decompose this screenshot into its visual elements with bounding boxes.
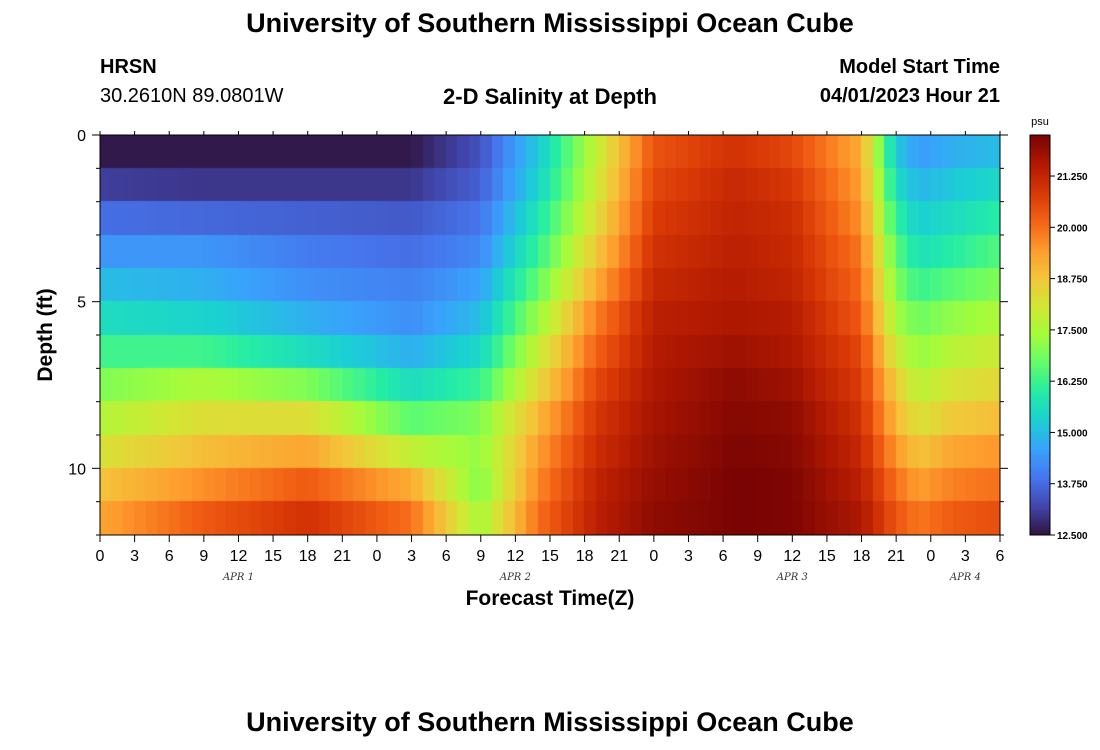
colorbar-tick-label: 13.750 xyxy=(1057,480,1088,491)
x-tick-label: 9 xyxy=(753,548,762,565)
x-tick-label: 6 xyxy=(165,548,174,565)
x-tick-label: 18 xyxy=(853,548,871,565)
model-start-value: 04/01/2023 Hour 21 xyxy=(819,85,1000,107)
x-axis-label: Forecast Time(Z) xyxy=(466,587,635,610)
date-label: APR 2 xyxy=(499,572,531,583)
x-tick-label: 21 xyxy=(610,548,628,565)
page-title: University of Southern Mississippi Ocean… xyxy=(246,8,854,38)
footer-title: University of Southern Mississippi Ocean… xyxy=(246,707,854,737)
y-tick-label: 0 xyxy=(77,128,86,145)
x-tick-label: 0 xyxy=(926,548,935,565)
x-tick-label: 3 xyxy=(684,548,693,565)
chart-subtitle: 2-D Salinity at Depth xyxy=(443,84,657,109)
x-tick-label: 3 xyxy=(407,548,416,565)
x-tick-label: 3 xyxy=(961,548,970,565)
x-tick-label: 21 xyxy=(333,548,351,565)
x-tick-label: 0 xyxy=(649,548,658,565)
date-label: APR 3 xyxy=(776,572,808,583)
colorbar-gradient xyxy=(1030,135,1050,535)
x-tick-label: 3 xyxy=(130,548,139,565)
colorbar-tick-label: 16.250 xyxy=(1057,377,1088,388)
y-axis-label: Depth (ft) xyxy=(34,288,57,381)
y-tick-label: 5 xyxy=(77,295,86,312)
colorbar-tick-label: 20.000 xyxy=(1057,223,1088,234)
colorbar-tick-label: 21.250 xyxy=(1057,172,1088,183)
plot-frame xyxy=(99,134,1001,536)
x-tick-label: 0 xyxy=(372,548,381,565)
colorbar-tick-label: 18.750 xyxy=(1057,275,1088,286)
x-tick-label: 9 xyxy=(476,548,485,565)
x-tick-label: 12 xyxy=(506,548,524,565)
x-tick-label: 15 xyxy=(541,548,559,565)
x-tick-label: 6 xyxy=(719,548,728,565)
model-start-label: Model Start Time xyxy=(839,56,1000,78)
x-tick-label: 18 xyxy=(299,548,317,565)
date-label: APR 4 xyxy=(949,572,981,583)
x-tick-label: 12 xyxy=(230,548,248,565)
colorbar-tick-label: 12.500 xyxy=(1057,531,1088,542)
station-coordinates: 30.2610N 89.0801W xyxy=(100,85,284,107)
colorbar-frame xyxy=(1029,134,1051,536)
x-tick-label: 15 xyxy=(264,548,282,565)
salinity-heatmap xyxy=(100,135,1000,535)
x-tick-label: 6 xyxy=(442,548,451,565)
x-tick-label: 18 xyxy=(576,548,594,565)
colorbar-tick-label: 17.500 xyxy=(1057,326,1088,337)
y-tick-label: 10 xyxy=(68,461,86,478)
date-label: APR 1 xyxy=(222,572,254,583)
x-tick-label: 9 xyxy=(199,548,208,565)
colorbar-tick-label: 15.000 xyxy=(1057,428,1088,439)
x-tick-label: 12 xyxy=(783,548,801,565)
x-tick-label: 21 xyxy=(887,548,905,565)
x-tick-label: 6 xyxy=(996,548,1005,565)
x-tick-label: 15 xyxy=(818,548,836,565)
x-tick-label: 0 xyxy=(96,548,105,565)
colorbar-unit-label: psu xyxy=(1031,116,1049,128)
station-name: HRSN xyxy=(100,56,157,78)
